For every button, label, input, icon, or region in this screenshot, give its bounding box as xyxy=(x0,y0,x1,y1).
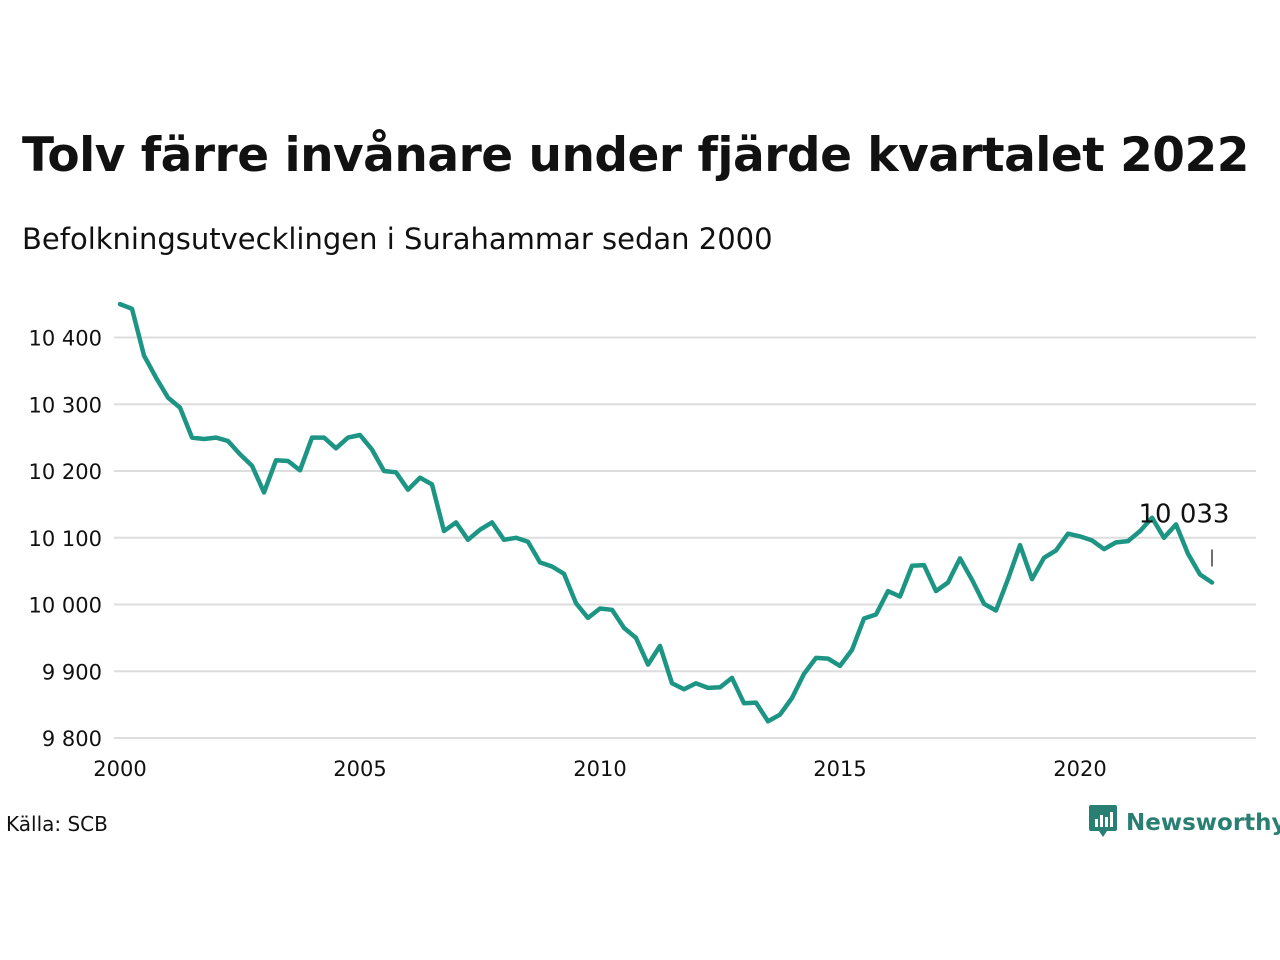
y-tick-label: 10 400 xyxy=(29,327,102,351)
x-axis-ticks: 2000 2005 2010 2015 2020 xyxy=(93,757,1106,781)
population-line xyxy=(117,301,1215,724)
x-tick-label: 2000 xyxy=(93,757,146,781)
x-tick-label: 2010 xyxy=(573,757,626,781)
last-value-annotation: 10 033 xyxy=(1139,499,1230,529)
y-tick-label: 10 000 xyxy=(29,594,102,618)
y-tick-label: 10 200 xyxy=(29,460,102,484)
y-tick-label: 9 800 xyxy=(42,727,102,751)
x-tick-label: 2020 xyxy=(1053,757,1106,781)
chart-speech-bubble-icon xyxy=(1088,804,1118,842)
y-tick-label: 10 300 xyxy=(29,393,102,417)
chart-title: Tolv färre invånare under fjärde kvartal… xyxy=(22,128,1249,183)
y-axis-ticks: 9 800 9 900 10 000 10 100 10 200 10 300 10 400 xyxy=(29,327,102,752)
x-tick-label: 2015 xyxy=(813,757,866,781)
y-tick-label: 10 100 xyxy=(29,527,102,551)
source-note: Källa: SCB xyxy=(6,812,108,836)
newsworthy-logo[interactable]: Newsworthy xyxy=(1088,804,1280,842)
y-tick-label: 9 900 xyxy=(42,660,102,684)
x-tick-label: 2005 xyxy=(333,757,386,781)
chart-subtitle: Befolkningsutvecklingen i Surahammar sed… xyxy=(22,222,773,256)
brand-name: Newsworthy xyxy=(1126,810,1280,836)
